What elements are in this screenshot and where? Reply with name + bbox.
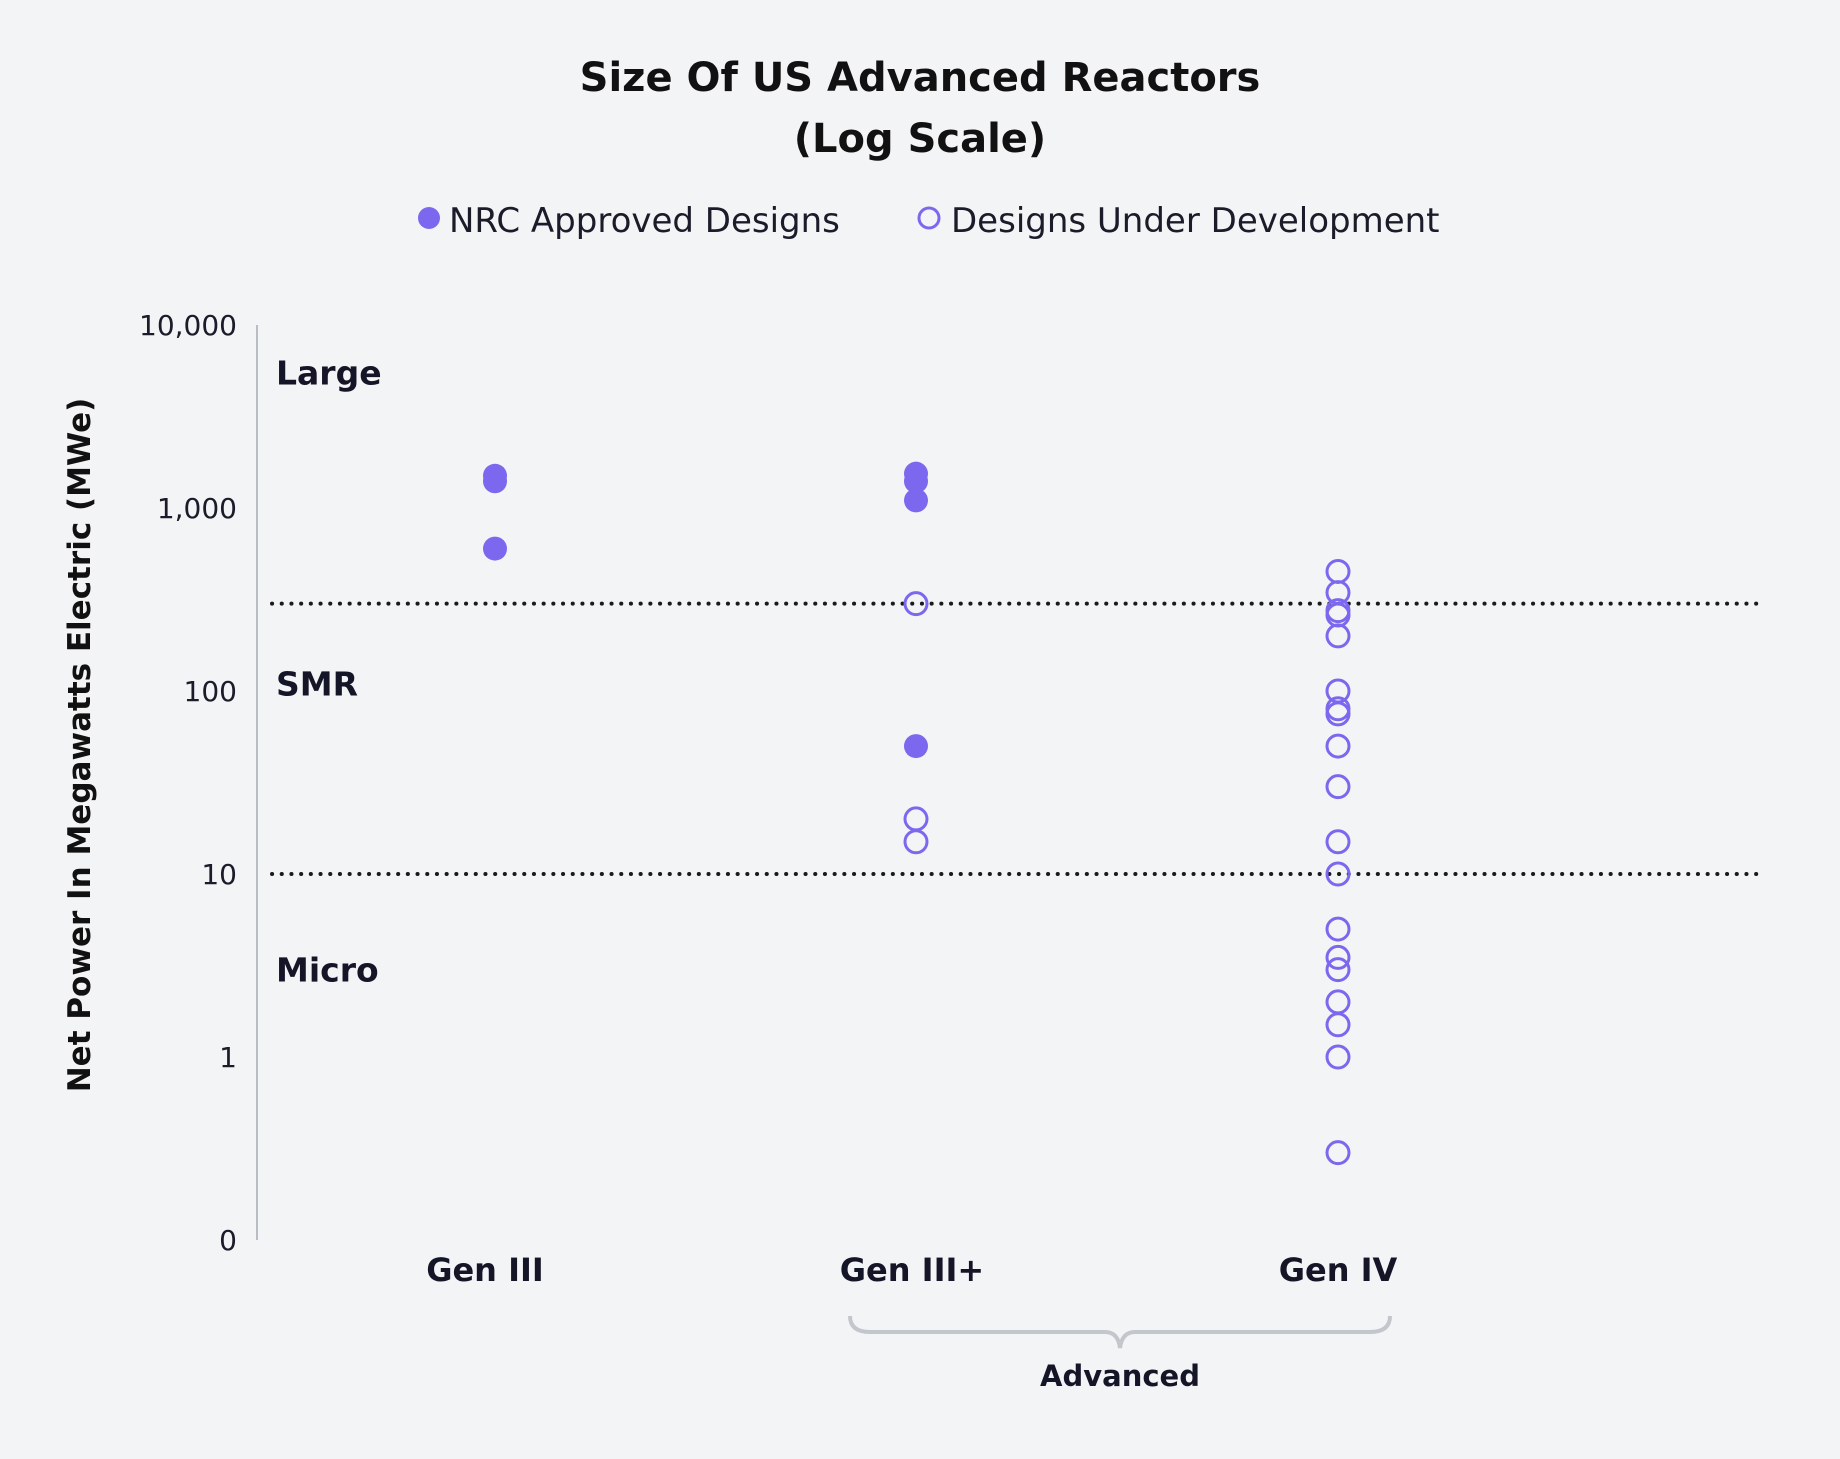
development-design-point — [903, 806, 929, 832]
bracket-shape — [848, 1315, 1392, 1349]
development-design-point — [1325, 1140, 1351, 1166]
development-design-point — [1325, 944, 1351, 970]
y-tick-label: 1,000 — [157, 492, 237, 525]
development-design-point — [903, 829, 929, 855]
y-tick-label: 1 — [219, 1041, 237, 1074]
y-axis-title: Net Power In Megawatts Electric (MWe) — [62, 398, 98, 1093]
zone-labels: Large SMR Micro — [276, 354, 382, 990]
approved-design-point — [904, 469, 928, 494]
zone-label-smr: SMR — [276, 664, 358, 703]
chart-title-line1: Size Of US Advanced Reactors — [580, 55, 1261, 101]
data-points — [483, 461, 1351, 1166]
legend: NRC Approved Designs Designs Under Devel… — [418, 201, 1440, 241]
development-design-point — [903, 591, 929, 617]
development-design-point — [1325, 916, 1351, 942]
bracket-label: Advanced — [1040, 1359, 1200, 1393]
development-design-point — [1325, 774, 1351, 800]
legend-marker-approved — [418, 207, 440, 229]
approved-design-point — [483, 469, 507, 494]
y-tick-label: 0 — [219, 1224, 237, 1257]
development-design-point — [1325, 957, 1351, 983]
y-tick-label: 10 — [201, 858, 237, 891]
y-tick-label: 10,000 — [139, 309, 237, 342]
development-design-point — [1325, 1044, 1351, 1070]
development-design-point — [1325, 861, 1351, 887]
development-design-point — [1325, 829, 1351, 855]
development-design-point — [1325, 558, 1351, 584]
development-design-point — [1325, 623, 1351, 649]
y-tick-label: 100 — [184, 675, 237, 708]
approved-design-point — [904, 488, 928, 513]
legend-label-development: Designs Under Development — [951, 201, 1440, 241]
development-design-point — [1325, 733, 1351, 759]
legend-marker-development — [917, 206, 941, 230]
x-axis-categories: Gen III Gen III+ Gen IV — [426, 1251, 1397, 1289]
approved-design-point — [483, 536, 507, 561]
development-design-point — [1325, 989, 1351, 1015]
advanced-bracket: Advanced — [848, 1315, 1392, 1393]
x-category-label: Gen III — [426, 1251, 544, 1289]
x-category-label: Gen IV — [1279, 1251, 1398, 1289]
development-design-point — [1325, 1012, 1351, 1038]
x-category-label: Gen III+ — [840, 1251, 984, 1289]
legend-label-approved: NRC Approved Designs — [449, 201, 840, 241]
chart-title-line2: (Log Scale) — [794, 116, 1046, 162]
zone-label-large: Large — [276, 354, 382, 393]
development-design-point — [1325, 701, 1351, 727]
threshold-lines — [270, 601, 1759, 876]
approved-design-point — [904, 734, 928, 759]
zone-label-micro: Micro — [276, 951, 379, 990]
